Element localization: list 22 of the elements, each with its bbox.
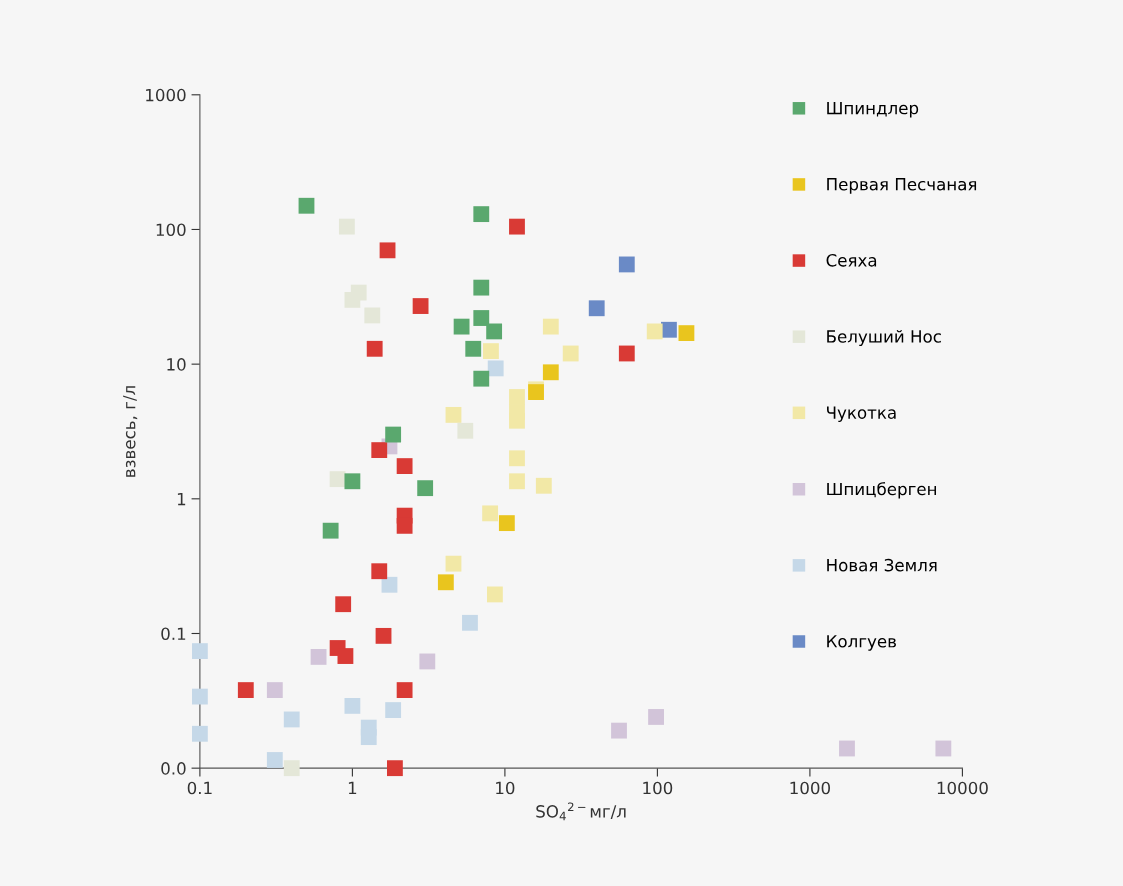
legend-label: Белуший Нос — [827, 329, 941, 346]
legend-label: Сеяха — [826, 254, 877, 267]
x-tick-label: 1000 — [790, 781, 831, 795]
y-axis-title: взвесь, г/л — [123, 386, 138, 477]
y-tick-label: 0.1 — [161, 627, 186, 641]
legend-label: Новая Земля — [827, 558, 937, 572]
y-tick-label: 1000 — [146, 88, 186, 102]
legend-label: Чукотка — [827, 406, 896, 423]
x-axis-title: SO$_{4}$$^{2−}$мг/л — [536, 802, 626, 821]
y-tick-label: 100 — [156, 223, 186, 237]
x-tick-label: 10 — [496, 781, 515, 795]
x-tick-label: 1 — [348, 781, 357, 795]
x-tick-label: 10000 — [937, 781, 988, 795]
x-tick-label: 0.1 — [187, 781, 212, 795]
legend-label: Колгуев — [827, 635, 896, 651]
y-tick-label: 10 — [167, 358, 186, 371]
legend-label: Первая Песчаная — [827, 178, 977, 194]
legend-label: Шпиндлер — [827, 101, 919, 118]
x-tick-label: 100 — [643, 781, 673, 795]
y-tick-label: 0.0 — [161, 762, 186, 775]
legend-label: Шпицберген — [827, 482, 936, 499]
y-tick-label: 1 — [177, 493, 186, 506]
